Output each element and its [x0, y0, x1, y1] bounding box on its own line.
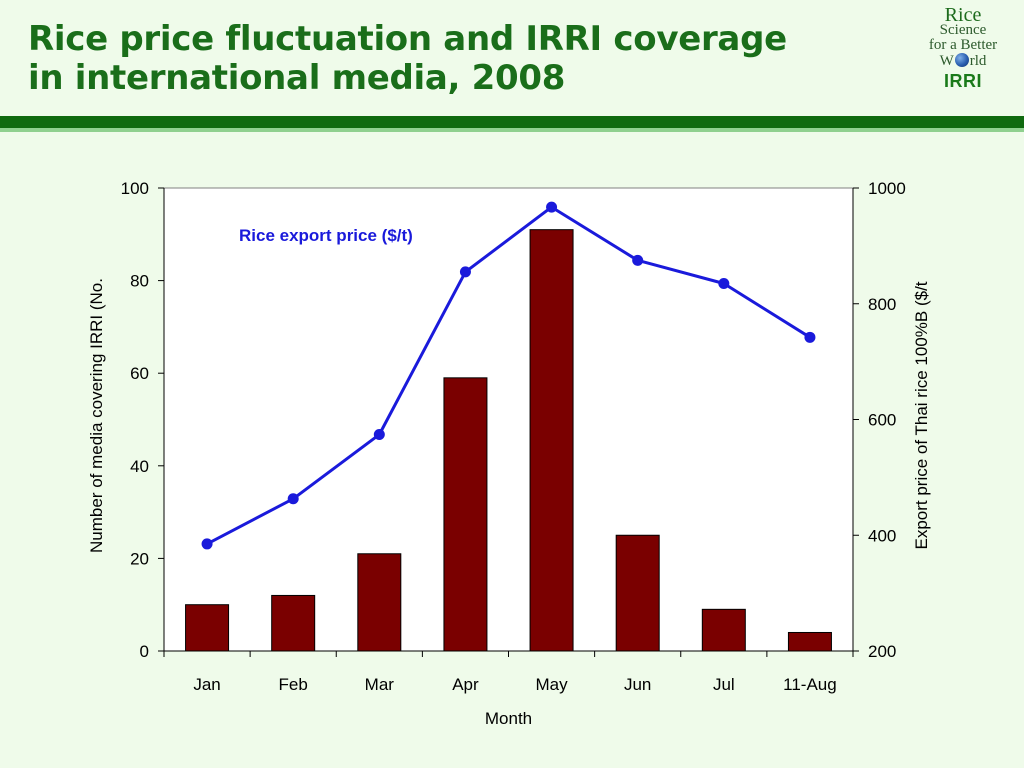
logo-word-rice: Rice: [944, 4, 982, 26]
x-tick-label: Feb: [279, 675, 308, 694]
y-tick-label: 40: [130, 457, 149, 476]
x-tick-label: 11-Aug: [783, 675, 837, 694]
slide-title: Rice price fluctuation and IRRI coverage…: [28, 20, 888, 98]
media-coverage-bar: [615, 534, 660, 652]
export-price-point: [459, 266, 471, 278]
slide-title-line-2: in international media, 2008: [28, 58, 566, 98]
y-axis-title: Number of media covering IRRI (No.: [87, 278, 106, 553]
y2-tick-label: 200: [868, 642, 896, 661]
media-coverage-bar: [443, 377, 488, 652]
y2-tick-label: 800: [868, 295, 896, 314]
slide-title-line-1: Rice price fluctuation and IRRI coverage: [28, 19, 787, 59]
y2-axis-title: Export price of Thai rice 100%B ($/t: [912, 281, 931, 549]
y2-tick-label: 600: [868, 411, 896, 430]
header-divider: [0, 116, 1024, 128]
x-tick-label: Apr: [452, 675, 479, 694]
y2-tick-label: 1000: [868, 179, 906, 198]
export-price-point: [373, 429, 385, 441]
globe-icon: [954, 53, 969, 67]
logo-world-w: W: [939, 53, 954, 69]
y-tick-label: 0: [140, 642, 149, 661]
export-price-point: [718, 277, 730, 289]
y2-tick-label: 400: [868, 526, 896, 545]
media-coverage-bar: [701, 608, 746, 652]
export-price-point: [632, 254, 644, 266]
export-price-point: [546, 201, 558, 213]
media-coverage-bar: [787, 631, 832, 652]
logo-word-science: Science: [939, 22, 987, 38]
y-tick-label: 20: [130, 549, 149, 568]
export-price-point: [201, 538, 213, 550]
logo-brand: IRRI: [944, 71, 982, 91]
media-coverage-bar: [185, 604, 230, 652]
header-divider-highlight: [0, 128, 1024, 132]
plot-area: [163, 187, 854, 652]
x-tick-label: Jun: [624, 675, 651, 694]
x-tick-label: Mar: [365, 675, 395, 694]
media-coverage-bar: [357, 553, 402, 652]
export-price-line: [206, 205, 811, 546]
y-tick-label: 100: [121, 179, 149, 198]
x-tick-label: Jan: [193, 675, 220, 694]
y-tick-label: 80: [130, 272, 149, 291]
export-price-point: [804, 331, 816, 343]
export-price-point: [287, 493, 299, 505]
logo-world-end: rld: [969, 53, 987, 69]
x-axis-title: Month: [485, 709, 532, 728]
media-coverage-bar: [529, 229, 574, 652]
x-tick-label: May: [536, 675, 569, 694]
y-tick-label: 60: [130, 364, 149, 383]
logo-word-better: for a Better: [928, 37, 998, 53]
export-price-annotation: Rice export price ($/t): [239, 226, 413, 245]
media-coverage-bar: [271, 594, 316, 652]
x-tick-label: Jul: [713, 675, 735, 694]
